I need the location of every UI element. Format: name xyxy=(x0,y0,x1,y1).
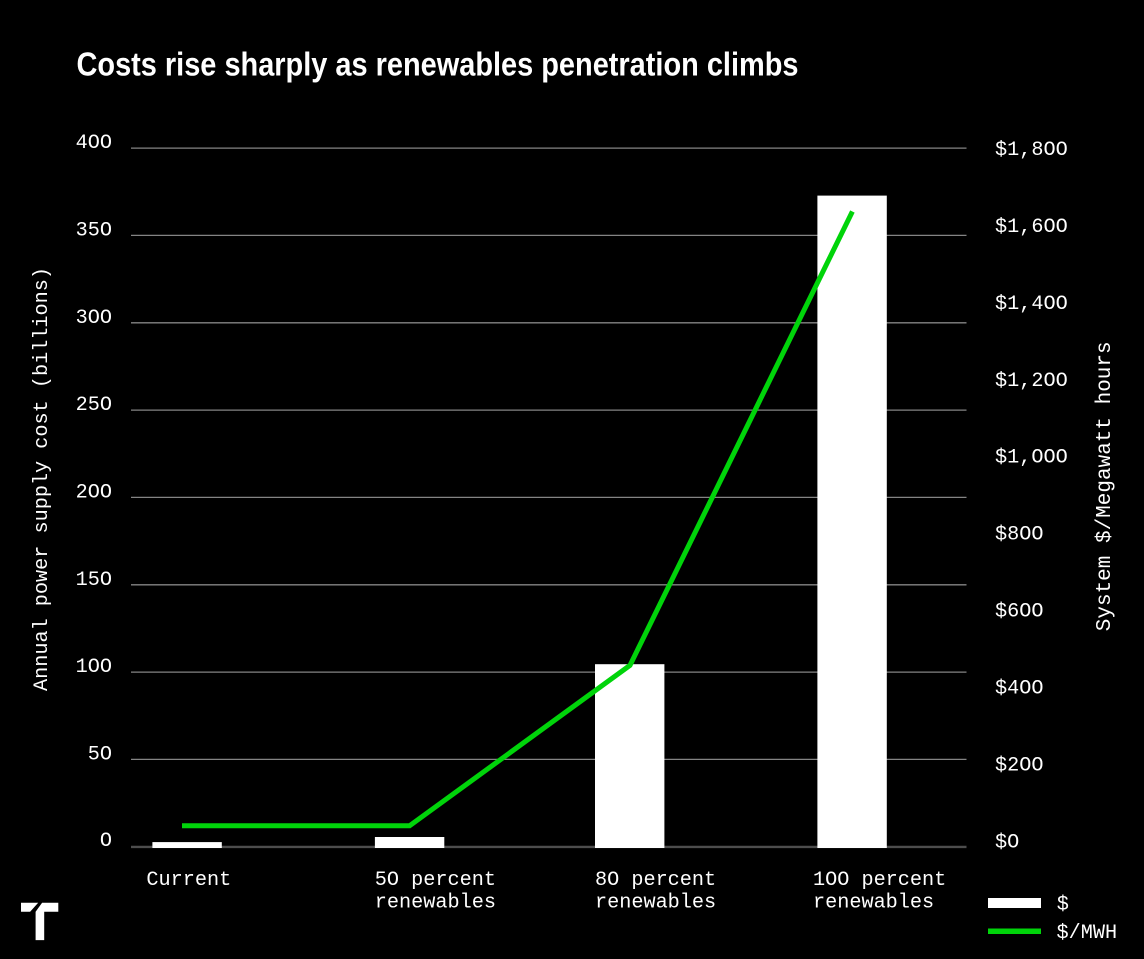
svg-text:25O: 25O xyxy=(76,394,112,417)
svg-text:Annual power supply cost (bill: Annual power supply cost (billions) xyxy=(31,267,54,691)
svg-text:8O percent: 8O percent xyxy=(595,869,716,892)
svg-text:$O: $O xyxy=(995,831,1019,854)
svg-text:$1,8OO: $1,8OO xyxy=(995,139,1068,162)
svg-text:Current: Current xyxy=(146,869,231,892)
svg-text:5O: 5O xyxy=(88,743,112,766)
svg-text:renewables: renewables xyxy=(595,892,716,915)
svg-text:Costs rise sharply as renewabl: Costs rise sharply as renewables penetra… xyxy=(77,46,799,83)
svg-text:$/MWH: $/MWH xyxy=(1057,922,1118,945)
svg-text:renewables: renewables xyxy=(375,892,496,915)
svg-text:5O percent: 5O percent xyxy=(375,869,496,892)
svg-text:$8OO: $8OO xyxy=(995,524,1043,547)
svg-text:System $/Megawatt hours: System $/Megawatt hours xyxy=(1094,341,1117,631)
svg-text:$2OO: $2OO xyxy=(995,755,1043,778)
svg-text:15O: 15O xyxy=(76,569,112,592)
svg-text:O: O xyxy=(100,830,112,853)
svg-text:$1,2OO: $1,2OO xyxy=(995,370,1068,393)
svg-text:$4OO: $4OO xyxy=(995,678,1043,701)
svg-text:1OO percent: 1OO percent xyxy=(813,869,946,892)
svg-text:1OO: 1OO xyxy=(76,656,112,679)
svg-text:$: $ xyxy=(1057,893,1069,916)
svg-text:4OO: 4OO xyxy=(76,132,112,155)
svg-text:2OO: 2OO xyxy=(76,481,112,504)
svg-text:$1,OOO: $1,OOO xyxy=(995,447,1068,470)
svg-text:3OO: 3OO xyxy=(76,307,112,330)
svg-text:$1,4OO: $1,4OO xyxy=(995,293,1068,316)
svg-text:$6OO: $6OO xyxy=(995,601,1043,624)
svg-text:$1,6OO: $1,6OO xyxy=(995,216,1068,239)
svg-text:renewables: renewables xyxy=(813,892,934,915)
svg-text:35O: 35O xyxy=(76,219,112,242)
